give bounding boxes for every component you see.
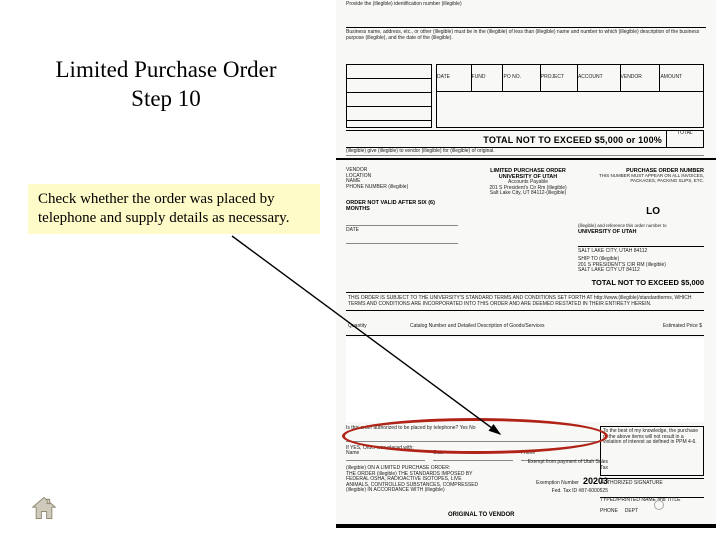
form-header-right: PURCHASE ORDER NUMBER THIS NUMBER MUST A… xyxy=(588,168,704,184)
form-scan: Provide the (illegible) identification n… xyxy=(336,0,716,528)
form-top-instruction: Provide the (illegible) identification n… xyxy=(346,2,706,28)
form-knowledge-cert: To the best of my knowledge, the purchas… xyxy=(600,426,704,476)
instruction-callout: Check whether the order was placed by te… xyxy=(28,184,320,234)
form-exemption: Exempt from payment of Utah Sales Tax Ex… xyxy=(522,460,608,495)
home-icon[interactable] xyxy=(30,494,58,522)
form-cert-block: (illegible) ON A LIMITED PURCHASE ORDER:… xyxy=(346,466,514,494)
red-circle-annotation xyxy=(342,418,608,454)
form-top-note: Business name, address, etc., or other (… xyxy=(346,30,704,41)
form-sub-line: (illegible) give (illegible) to vendor (… xyxy=(346,149,704,156)
form-terms: THIS ORDER IS SUBJECT TO THE UNIVERSITY'… xyxy=(346,292,704,311)
title-line-2: Step 10 xyxy=(36,85,296,114)
slide: Limited Purchase Order Step 10 Check whe… xyxy=(0,0,720,540)
form-column-headers: Quantity Catalog Number and Detailed Des… xyxy=(346,324,704,336)
title-line-1: Limited Purchase Order xyxy=(36,56,296,85)
slide-title: Limited Purchase Order Step 10 xyxy=(36,56,296,114)
form-signature-block: AUTHORIZED SIGNATURE TYPED/PRINTED NAME … xyxy=(600,478,704,515)
form-header-left: VENDOR LOCATION NAME PHONE NUMBER (illeg… xyxy=(346,168,458,244)
form-body-area xyxy=(346,338,704,422)
form-original-to-vendor: ORIGINAL TO VENDOR xyxy=(448,512,514,518)
form-punch-hole xyxy=(654,500,664,510)
form-right-block: (illegible) and reference this order num… xyxy=(578,224,704,274)
form-left-block xyxy=(346,64,432,128)
form-header-center: LIMITED PURCHASE ORDER UNIVERSITY OF UTA… xyxy=(464,168,592,197)
form-mid-separator xyxy=(336,158,716,160)
form-total-top-box: TOTAL xyxy=(666,130,704,148)
form-upper-table-row2 xyxy=(436,92,704,128)
form-upper-table: DATE FUND PO NO. PROJECT ACCOUNT VENDOR … xyxy=(436,64,704,92)
po-number: LO xyxy=(646,206,660,217)
instruction-text: Check whether the order was placed by te… xyxy=(38,191,289,226)
form-total-top: TOTAL NOT TO EXCEED $5,000 or 100% xyxy=(346,130,704,148)
form-total-2: TOTAL NOT TO EXCEED $5,000 xyxy=(592,278,704,287)
